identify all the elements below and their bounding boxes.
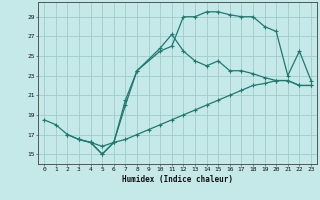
X-axis label: Humidex (Indice chaleur): Humidex (Indice chaleur)	[122, 175, 233, 184]
